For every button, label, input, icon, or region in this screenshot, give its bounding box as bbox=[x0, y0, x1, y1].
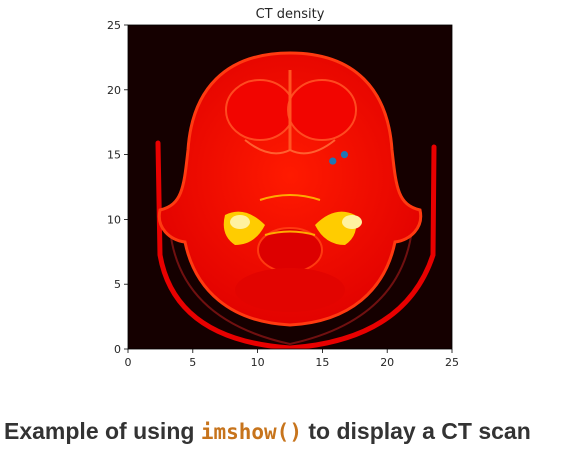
left-ear-bright bbox=[230, 215, 250, 229]
caption-suffix: to display a CT scan bbox=[301, 418, 531, 444]
right-ear-bright bbox=[342, 215, 362, 229]
ct-scan-image bbox=[128, 25, 452, 349]
axes-ticks: 0 5 10 15 20 25 0 5 10 15 20 25 bbox=[107, 19, 459, 369]
inner-arc bbox=[169, 229, 413, 346]
x-tick-label: 15 bbox=[315, 356, 329, 369]
right-orbit bbox=[287, 79, 357, 141]
x-tick-label: 25 bbox=[445, 356, 459, 369]
skull-base-lines bbox=[259, 194, 321, 236]
figure-caption: Example of using imshow() to display a C… bbox=[0, 418, 568, 445]
left-orbit bbox=[225, 79, 295, 141]
caption-prefix: Example of using bbox=[4, 418, 201, 444]
overlay-points bbox=[329, 151, 349, 165]
plot-frame bbox=[127, 24, 453, 350]
ct-density-chart: CT density 0 5 10 15 20 25 0 5 10 15 20 25 bbox=[107, 7, 459, 369]
y-tick-label: 20 bbox=[107, 84, 121, 97]
y-tick-label: 15 bbox=[107, 149, 121, 162]
support-arc bbox=[155, 140, 437, 349]
y-tick-label: 25 bbox=[107, 19, 121, 32]
x-tick-label: 5 bbox=[189, 356, 196, 369]
y-tick-label: 5 bbox=[114, 278, 121, 291]
chart-title: CT density bbox=[256, 7, 325, 22]
caption-code: imshow() bbox=[200, 420, 302, 444]
posterior-fossa bbox=[235, 268, 345, 312]
x-tick-label: 0 bbox=[125, 356, 132, 369]
x-tick-label: 20 bbox=[380, 356, 394, 369]
x-tick-label: 10 bbox=[251, 356, 265, 369]
y-tick-label: 10 bbox=[107, 213, 121, 226]
scatter-point bbox=[340, 151, 349, 159]
y-tick-label: 0 bbox=[114, 343, 121, 356]
skull-outline bbox=[157, 51, 423, 327]
scatter-point bbox=[329, 157, 337, 165]
sinus-lines bbox=[244, 139, 336, 155]
